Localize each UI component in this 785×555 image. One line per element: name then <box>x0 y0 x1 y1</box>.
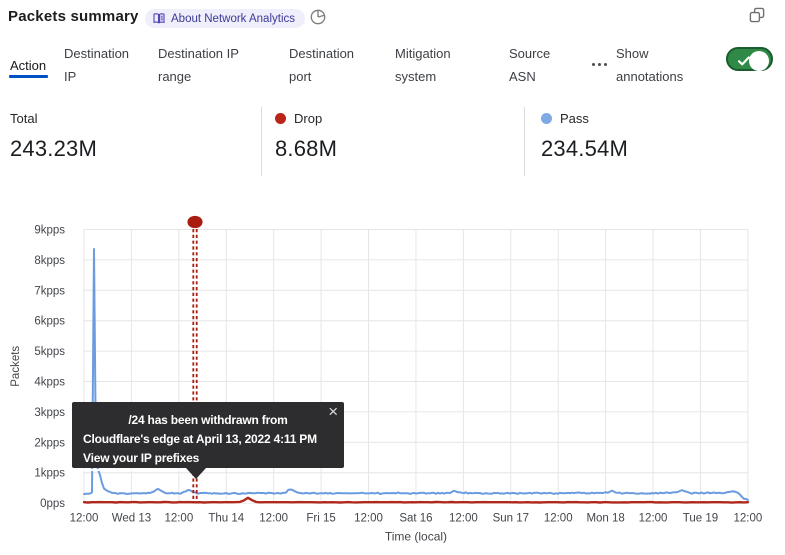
y-tick-label: 4kpps <box>34 377 65 389</box>
show-annotations-toggle[interactable] <box>726 47 773 71</box>
stat-pass-value: 234.54M <box>541 136 629 161</box>
x-tick-label: Wed 13 <box>112 513 151 525</box>
x-axis-title: Time (local) <box>385 530 447 544</box>
x-tick-label: 12:00 <box>164 513 193 525</box>
annotation-tooltip: × /24 has been withdrawn from Cloudflare… <box>72 402 344 479</box>
tab-source-asn-label: Source ASN <box>509 46 551 84</box>
tab-destination-ip[interactable]: Destination IP <box>64 44 142 86</box>
about-network-analytics-badge[interactable]: About Network Analytics <box>145 9 306 28</box>
x-tick-label: Sun 17 <box>493 513 529 525</box>
stats-divider <box>524 107 525 176</box>
x-tick-label: 12:00 <box>259 513 288 525</box>
tab-destination-ip-range-label: Destination IP range <box>158 46 239 84</box>
x-tick-label: Fri 15 <box>306 513 335 525</box>
y-tick-label: 1kpps <box>34 468 65 480</box>
pass-legend-dot <box>541 112 552 124</box>
close-icon[interactable]: × <box>328 402 338 421</box>
y-tick-label: 6kpps <box>34 316 65 328</box>
drop-series-line <box>82 496 750 504</box>
annotation-marker-dot[interactable] <box>187 215 203 229</box>
stat-total-label: Total <box>10 110 38 126</box>
active-tab-underline <box>9 75 49 78</box>
x-tick-label: 12:00 <box>639 513 668 525</box>
stat-total: Total 243.23M <box>10 110 97 162</box>
pass-series-line <box>83 248 749 501</box>
x-tick-label: 12:00 <box>354 513 383 525</box>
y-tick-label: 7kpps <box>34 285 65 297</box>
y-axis-title: Packets <box>10 346 22 387</box>
x-tick-label: 12:00 <box>449 513 478 525</box>
tooltip-line-2: Cloudflare's edge at April 13, 2022 4:11… <box>83 432 317 446</box>
tab-destination-ip-range[interactable]: Destination IP range <box>158 44 250 86</box>
tooltip-line-1: /24 has been withdrawn from <box>128 413 288 427</box>
stat-drop: Drop 8.68M <box>275 110 337 162</box>
x-tick-label: Mon 18 <box>586 513 624 525</box>
more-tabs-icon[interactable] <box>592 63 607 66</box>
y-tick-label: 3kpps <box>34 407 65 419</box>
stat-total-value: 243.23M <box>10 136 98 161</box>
y-tick-label: 5kpps <box>34 346 65 358</box>
stat-pass-label: Pass <box>560 110 589 126</box>
tab-destination-port-label: Destination port <box>289 46 355 84</box>
time-pie-icon[interactable] <box>309 8 327 26</box>
x-tick-label: Thu 14 <box>208 513 244 525</box>
view-ip-prefixes-link[interactable]: View your IP prefixes <box>83 449 199 471</box>
about-badge-label: About Network Analytics <box>171 12 296 25</box>
stats-divider <box>261 107 262 176</box>
tooltip-pointer <box>186 468 206 479</box>
y-tick-label: 0pps <box>40 498 65 510</box>
tab-mitigation-system-label: Mitigation system <box>395 46 451 84</box>
tab-destination-port[interactable]: Destination port <box>289 44 369 86</box>
show-annotations-label: Show annotations <box>616 46 684 84</box>
y-tick-label: 8kpps <box>34 255 65 267</box>
tab-action-label: Action <box>10 57 47 73</box>
x-tick-label: Sat 16 <box>399 513 432 525</box>
page-title: Packets summary <box>8 8 139 25</box>
x-tick-label: Tue 19 <box>683 513 718 525</box>
tab-action[interactable]: Action <box>9 44 49 86</box>
toggle-knob <box>749 51 769 71</box>
tab-mitigation-system[interactable]: Mitigation system <box>395 44 469 86</box>
drop-legend-dot <box>275 112 286 124</box>
tab-source-asn[interactable]: Source ASN <box>509 44 563 86</box>
y-tick-label: 9kpps <box>34 225 65 237</box>
x-tick-label: 12:00 <box>544 513 573 525</box>
x-tick-label: 12:00 <box>734 513 763 525</box>
stat-drop-label: Drop <box>294 110 323 126</box>
x-tick-label: 12:00 <box>70 513 99 525</box>
y-tick-label: 2kpps <box>34 437 65 449</box>
stat-drop-value: 8.68M <box>275 136 338 161</box>
tab-destination-ip-label: Destination IP <box>64 46 130 84</box>
check-icon <box>738 56 750 66</box>
book-icon <box>153 13 165 24</box>
stat-pass: Pass 234.54M <box>541 110 628 162</box>
expand-icon[interactable] <box>748 6 766 24</box>
